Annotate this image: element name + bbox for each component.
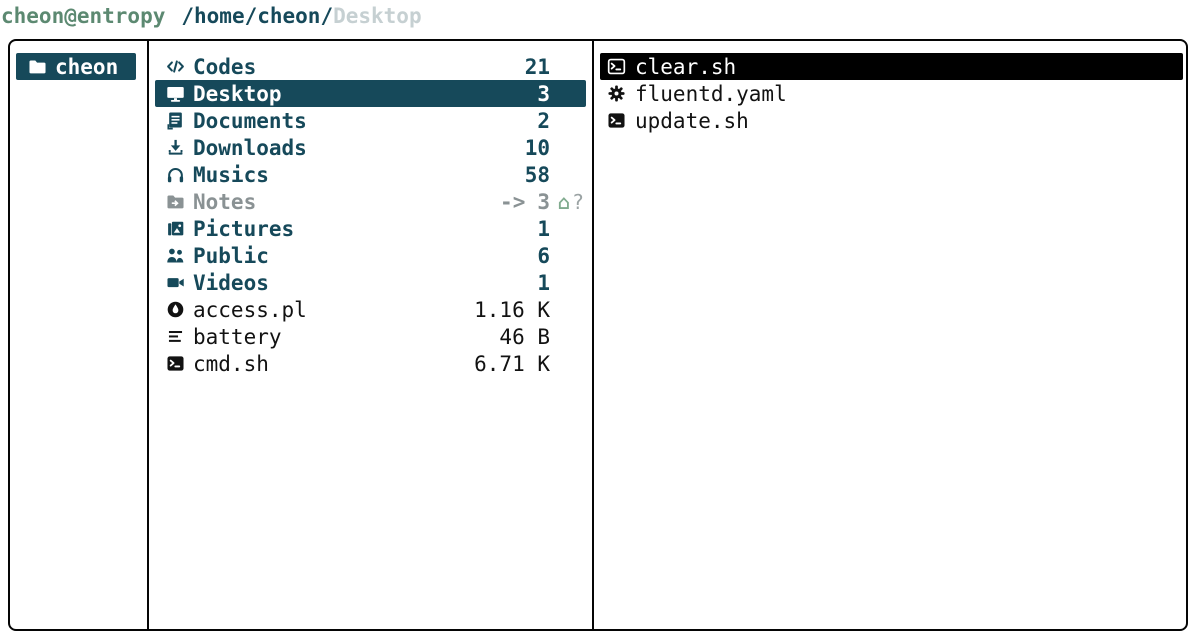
file-row-battery[interactable]: battery 46 B <box>155 323 586 350</box>
dir-name: Videos <box>193 270 269 295</box>
document-icon <box>166 111 185 130</box>
item-count: 3 <box>537 81 550 106</box>
picture-icon <box>166 219 185 238</box>
dir-row-codes[interactable]: Codes 21 <box>155 53 586 80</box>
dir-row-documents[interactable]: Documents 2 <box>155 107 586 134</box>
terminal-icon <box>607 111 626 130</box>
parent-dir-row-cheon[interactable]: cheon <box>16 53 136 80</box>
item-count: 1 <box>537 270 550 295</box>
download-icon <box>166 138 185 157</box>
header-path-current: Desktop <box>333 4 422 28</box>
dir-name: Musics <box>193 162 269 187</box>
dir-name: Public <box>193 243 269 268</box>
dir-name: Codes <box>193 54 257 79</box>
file-manager: cheon Codes 21 Desktop 3 Docum <box>8 39 1188 631</box>
header-user-host: cheon@entropy <box>1 4 166 28</box>
preview-row-clear-sh-selected[interactable]: clear.sh <box>600 53 1183 80</box>
dir-name: cheon <box>55 54 119 79</box>
preview-row-update-sh[interactable]: update.sh <box>600 107 1183 134</box>
symlink-count: -> 3 <box>500 189 550 214</box>
dir-name: Documents <box>193 108 307 133</box>
monitor-icon <box>166 84 185 103</box>
terminal-icon <box>166 354 185 373</box>
item-count: 6 <box>537 243 550 268</box>
item-count: 21 <box>524 54 550 79</box>
folder-link-icon <box>166 192 185 211</box>
file-name: update.sh <box>635 108 749 133</box>
dir-row-downloads[interactable]: Downloads 10 <box>155 134 586 161</box>
gear-icon <box>607 84 626 103</box>
dir-row-desktop-selected[interactable]: Desktop 3 <box>155 80 586 107</box>
house-icon: ⌂ <box>557 189 570 214</box>
file-name: clear.sh <box>635 54 737 79</box>
dir-row-musics[interactable]: Musics 58 <box>155 161 586 188</box>
parent-pane: cheon <box>10 41 147 629</box>
file-row-access-pl[interactable]: access.pl 1.16 K <box>155 296 586 323</box>
dir-row-public[interactable]: Public 6 <box>155 242 586 269</box>
header-breadcrumb: cheon@entropy /home/cheon/ Desktop <box>1 2 422 30</box>
file-size: 46 B <box>499 324 550 349</box>
item-count: 2 <box>537 108 550 133</box>
headphones-icon <box>166 165 185 184</box>
people-icon <box>166 246 185 265</box>
file-name: fluentd.yaml <box>635 81 787 106</box>
file-row-cmd-sh[interactable]: cmd.sh 6.71 K <box>155 350 586 377</box>
text-lines-icon <box>166 327 185 346</box>
terminal-icon <box>607 57 626 76</box>
dir-name: Downloads <box>193 135 307 160</box>
dir-row-notes-symlink[interactable]: Notes -> 3 ⌂? <box>155 188 586 215</box>
perl-icon <box>166 300 185 319</box>
code-icon <box>166 57 185 76</box>
file-size: 1.16 K <box>474 297 550 322</box>
video-camera-icon <box>166 273 185 292</box>
dir-row-videos[interactable]: Videos 1 <box>155 269 586 296</box>
dir-name: Desktop <box>193 81 282 106</box>
symlink-arrow: -> <box>500 189 526 214</box>
preview-row-fluentd-yaml[interactable]: fluentd.yaml <box>600 80 1183 107</box>
folder-icon <box>28 57 47 76</box>
dir-row-pictures[interactable]: Pictures 1 <box>155 215 586 242</box>
item-count: 1 <box>537 216 550 241</box>
file-name: battery <box>193 324 282 349</box>
item-count: 10 <box>524 135 550 160</box>
item-count: 58 <box>524 162 550 187</box>
dir-name: Notes <box>193 189 257 214</box>
file-name: access.pl <box>193 297 307 322</box>
question-badge: ? <box>571 189 584 214</box>
preview-pane: clear.sh fluentd.yaml update.sh <box>592 41 1186 629</box>
dir-name: Pictures <box>193 216 295 241</box>
current-pane: Codes 21 Desktop 3 Documents 2 <box>147 41 592 629</box>
file-name: cmd.sh <box>193 351 269 376</box>
header-path-prefix[interactable]: /home/cheon/ <box>181 4 334 28</box>
file-size: 6.71 K <box>474 351 550 376</box>
